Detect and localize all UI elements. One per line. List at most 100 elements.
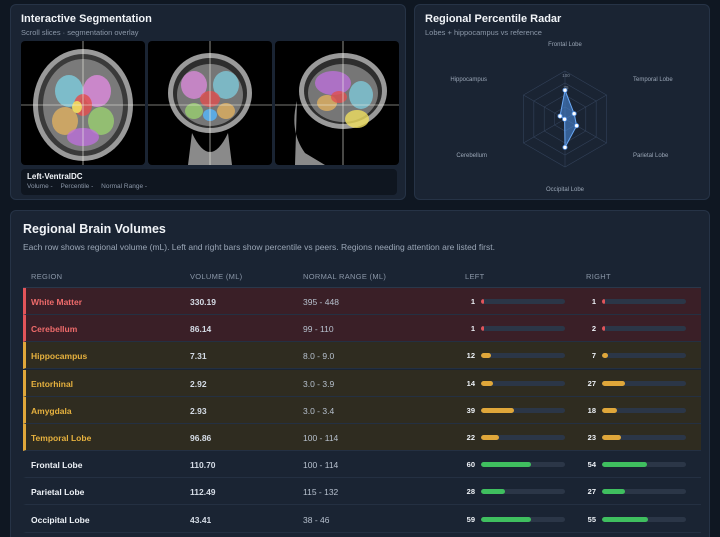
right-percentile-value: 27 [587, 487, 596, 497]
radar-axis-line [523, 118, 566, 144]
left-percentile-bar [481, 353, 565, 359]
right-percentile-fill [602, 353, 608, 359]
table-header: REGION VOLUME (ML) NORMAL RANGE (ML) LEF… [23, 266, 701, 288]
left-percentile-value: 1 [470, 324, 475, 334]
left-percentile-fill [481, 326, 484, 332]
header-left: LEFT [465, 272, 485, 281]
left-percentile-bar [481, 380, 565, 386]
table-row[interactable]: Cerebellum 86.14 99 - 110 1 2 [23, 315, 701, 343]
left-percentile-fill [481, 353, 492, 359]
radar-point[interactable] [571, 111, 577, 117]
radar-ring-label: 75 [563, 85, 569, 90]
region-volume: 330.19 [190, 297, 216, 307]
right-percentile-fill [602, 435, 622, 440]
table-row[interactable]: White Matter 330.19 395 - 448 1 1 [23, 288, 701, 315]
radar-chart: 100 75 Frontal Lobe Temporal Lobe Parietal … [450, 41, 675, 197]
right-percentile-bar [602, 489, 686, 495]
table-row[interactable]: Parietal Lobe 112.49 115 - 132 28 27 [23, 478, 701, 506]
region-name: Parietal Lobe [31, 487, 85, 498]
right-percentile-fill [602, 516, 649, 522]
region-normal-range: 115 - 132 [303, 487, 339, 498]
right-percentile-value: 55 [587, 514, 596, 524]
right-percentile-fill [602, 462, 648, 468]
right-percentile-bar [602, 299, 686, 304]
region-volume: 86.14 [190, 324, 212, 335]
region-name: Occipital Lobe [31, 514, 90, 525]
region-normal-range: 3.0 - 3.9 [303, 378, 335, 389]
radar-point[interactable] [562, 144, 568, 150]
header-range: NORMAL RANGE (ML) [303, 272, 387, 281]
radar-point[interactable] [557, 113, 563, 119]
region-normal-range: 395 - 448 [303, 297, 339, 307]
selected-region-meta: Volume - Percentile - Normal Range - [27, 183, 153, 190]
right-percentile-bar [602, 407, 686, 413]
left-percentile-fill [481, 407, 514, 413]
left-percentile-fill [481, 516, 531, 522]
radar-panel: Regional Percentile Radar Lobes + hippoc… [414, 4, 710, 200]
right-percentile-bar [602, 462, 686, 468]
axial-slice-viewer[interactable] [21, 41, 145, 165]
region-normal-range: 99 - 110 [303, 324, 334, 335]
volumes-title: Regional Brain Volumes [23, 222, 166, 236]
segmentation-subtitle: Scroll slices · segmentation overlay [21, 28, 139, 37]
region-volume: 2.93 [190, 405, 207, 416]
radar-axis-label: Hippocampus [450, 77, 487, 83]
coronal-slice-viewer[interactable] [148, 41, 272, 165]
left-percentile-fill [481, 299, 484, 304]
region-volume: 7.31 [190, 351, 207, 362]
header-right: RIGHT [586, 272, 611, 281]
left-percentile-value: 59 [466, 514, 475, 524]
region-name: Hippocampus [31, 351, 88, 362]
table-row[interactable]: Frontal Lobe 110.70 100 - 114 60 54 [23, 451, 701, 479]
meta-volume: Volume - [27, 183, 53, 190]
header-volume: VOLUME (ML) [190, 272, 243, 281]
segmentation-panel: Interactive Segmentation Scroll slices ·… [10, 4, 406, 200]
left-percentile-fill [481, 489, 505, 495]
left-percentile-bar [481, 435, 565, 440]
left-percentile-value: 22 [466, 433, 475, 442]
radar-point[interactable] [562, 116, 568, 122]
left-percentile-fill [481, 380, 493, 386]
right-percentile-fill [602, 299, 605, 304]
right-percentile-bar [602, 516, 686, 522]
left-percentile-bar [481, 462, 565, 468]
sagittal-slice-viewer[interactable] [275, 41, 399, 165]
right-percentile-fill [602, 326, 605, 332]
table-row[interactable]: Temporal Lobe 96.86 100 - 114 22 23 [23, 424, 701, 451]
region-name: Temporal Lobe [31, 433, 92, 443]
volumes-panel: Regional Brain Volumes Each row shows re… [10, 210, 710, 537]
table-row[interactable]: Hippocampus 7.31 8.0 - 9.0 12 7 [23, 342, 701, 370]
selected-region-name: Left-VentralDC [27, 172, 83, 181]
selected-region-info: Left-VentralDC Volume - Percentile - Nor… [21, 169, 397, 195]
left-percentile-value: 14 [466, 378, 475, 388]
region-name: White Matter [31, 297, 82, 307]
left-percentile-value: 28 [466, 487, 475, 497]
radar-point[interactable] [574, 123, 580, 129]
region-volume: 43.41 [190, 514, 212, 525]
table-row[interactable]: Entorhinal 2.92 3.0 - 3.9 14 27 [23, 369, 701, 397]
right-percentile-value: 23 [587, 433, 596, 442]
right-percentile-value: 7 [591, 351, 596, 361]
left-percentile-value: 60 [466, 460, 475, 470]
right-percentile-fill [602, 489, 625, 495]
right-percentile-value: 27 [587, 378, 596, 388]
right-percentile-value: 1 [591, 297, 596, 306]
region-name: Frontal Lobe [31, 460, 83, 471]
right-percentile-value: 54 [587, 460, 596, 470]
radar-svg: 100 75 [523, 70, 607, 168]
left-percentile-value: 39 [466, 405, 475, 415]
table-row[interactable]: Occipital Lobe 43.41 38 - 46 59 55 [23, 506, 701, 533]
radar-point[interactable] [562, 87, 568, 93]
table-row[interactable]: Amygdala 2.93 3.0 - 3.4 39 18 [23, 396, 701, 424]
left-percentile-bar [481, 326, 565, 332]
right-percentile-bar [602, 326, 686, 332]
region-name: Amygdala [31, 405, 72, 416]
left-percentile-bar [481, 489, 565, 495]
region-normal-range: 38 - 46 [303, 514, 330, 525]
radar-axis-label: Parietal Lobe [633, 153, 669, 159]
radar-axis-label: Temporal Lobe [633, 77, 673, 83]
segmentation-title: Interactive Segmentation [21, 13, 152, 25]
right-percentile-fill [602, 380, 625, 386]
radar-axis-label: Cerebellum [456, 153, 487, 159]
region-name: Entorhinal [31, 378, 74, 389]
